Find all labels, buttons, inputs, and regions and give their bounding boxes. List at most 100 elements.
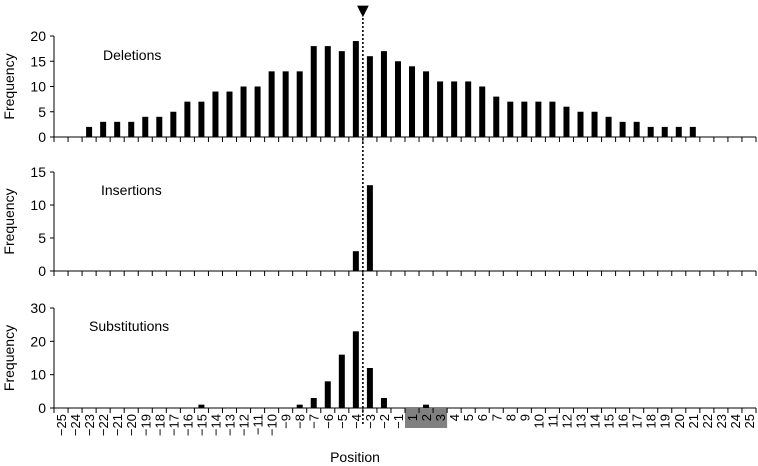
x-tick-label: 14: [588, 414, 603, 428]
x-tick-label: 16: [616, 414, 631, 428]
insertions-y-tick-label: 5: [38, 230, 46, 246]
x-tick-label: −3: [363, 414, 378, 429]
deletions-bar: [451, 81, 458, 137]
x-tick-label: −1: [391, 414, 406, 429]
substitutions-bar: [338, 354, 345, 408]
x-tick-label: 24: [728, 414, 743, 428]
x-tick-label: −25: [54, 414, 69, 436]
x-tick-label: −6: [321, 414, 336, 429]
substitutions-y-axis-label: Frequency: [1, 325, 17, 391]
x-tick-label: 1: [405, 414, 420, 421]
x-tick-label: −16: [180, 414, 195, 436]
deletions-bar: [114, 121, 121, 137]
deletions-bar: [423, 71, 430, 137]
x-tick-label: 11: [545, 414, 560, 428]
insertions-panel-label: Insertions: [101, 182, 162, 198]
x-tick-label: 17: [630, 414, 645, 428]
x-tick-label: 8: [503, 414, 518, 421]
deletions-bar: [394, 61, 401, 137]
substitutions-bar: [366, 368, 373, 408]
deletions-y-tick-label: 10: [30, 79, 46, 95]
deletions-y-axis-label: Frequency: [1, 53, 17, 119]
x-tick-label: 13: [574, 414, 589, 428]
x-tick-label: −10: [265, 414, 280, 436]
deletions-bar: [647, 126, 654, 137]
x-tick-label: 5: [461, 414, 476, 421]
deletions-bar: [142, 116, 149, 137]
deletions-bar: [254, 86, 261, 137]
x-tick-label: −14: [208, 414, 223, 436]
substitutions-bar: [324, 381, 331, 408]
insertions-y-tick-label: 0: [38, 263, 46, 279]
x-tick-label: −24: [68, 414, 83, 436]
deletions-bar: [437, 81, 444, 137]
deletions-panel-label: Deletions: [103, 47, 161, 63]
x-tick-label: −19: [138, 414, 153, 436]
x-tick-label: −23: [82, 414, 97, 436]
deletions-bar: [535, 101, 542, 137]
substitutions-y-tick-label: 10: [30, 367, 46, 383]
x-tick-label: −22: [96, 414, 111, 436]
x-tick-label: 22: [700, 414, 715, 428]
deletions-bar: [226, 91, 233, 137]
substitutions-bar: [352, 331, 359, 408]
deletions-bar: [479, 86, 486, 137]
substitutions-y-tick-label: 30: [30, 300, 46, 316]
x-tick-label: −9: [279, 414, 294, 429]
x-tick-label: −13: [223, 414, 238, 436]
deletions-bar: [549, 101, 556, 137]
deletions-y-tick-label: 20: [30, 28, 46, 44]
x-tick-label: 19: [658, 414, 673, 428]
x-tick-label: 18: [644, 414, 659, 428]
deletions-bar: [128, 121, 135, 137]
deletions-bar: [633, 121, 640, 137]
deletions-bar: [521, 101, 528, 137]
x-axis-label: Position: [330, 449, 380, 465]
x-tick-label: −18: [152, 414, 167, 436]
deletions-bar: [661, 126, 668, 137]
x-tick-label: 6: [475, 414, 490, 421]
deletions-bar: [184, 101, 191, 137]
insertions-bar: [352, 251, 359, 271]
deletions-bar: [577, 111, 584, 137]
x-tick-label: −5: [335, 414, 350, 429]
deletions-bar: [268, 71, 275, 137]
x-tick-label: −21: [110, 414, 125, 436]
x-tick-label: 10: [531, 414, 546, 428]
substitutions-bar: [423, 404, 430, 408]
x-tick-label: 7: [489, 414, 504, 421]
deletions-y-tick-label: 15: [30, 53, 46, 69]
x-tick-label: −8: [293, 414, 308, 429]
deletions-bar: [507, 101, 514, 137]
cut-site-marker-icon: ▼: [353, 0, 373, 22]
deletions-bar: [493, 96, 500, 137]
substitutions-bar: [310, 398, 317, 408]
x-tick-label: 25: [742, 414, 757, 428]
x-tick-label: 3: [433, 414, 448, 421]
substitutions-bar: [198, 404, 205, 408]
insertions-y-axis-label: Frequency: [1, 188, 17, 254]
deletions-bar: [240, 86, 247, 137]
x-tick-label: −11: [251, 414, 266, 435]
deletions-bar: [100, 121, 107, 137]
substitutions-bar: [296, 404, 303, 408]
deletions-bar: [296, 71, 303, 137]
deletions-bar: [689, 126, 696, 137]
x-tick-label: −15: [194, 414, 209, 436]
x-tick-label: 23: [714, 414, 729, 428]
deletions-bar: [605, 116, 612, 137]
deletions-bar: [282, 71, 289, 137]
deletions-y-tick-label: 0: [38, 129, 46, 145]
deletions-bar: [409, 66, 416, 137]
x-tick-label: −7: [307, 414, 322, 429]
deletions-bar: [352, 41, 359, 137]
x-tick-label: 9: [517, 414, 532, 421]
x-tick-label: 12: [559, 414, 574, 428]
substitutions-y-tick-label: 20: [30, 333, 46, 349]
deletions-y-tick-label: 5: [38, 104, 46, 120]
deletions-bar: [338, 51, 345, 137]
insertions-y-tick-label: 15: [30, 164, 46, 180]
deletions-bar: [591, 111, 598, 137]
insertions-y-tick-label: 10: [30, 197, 46, 213]
